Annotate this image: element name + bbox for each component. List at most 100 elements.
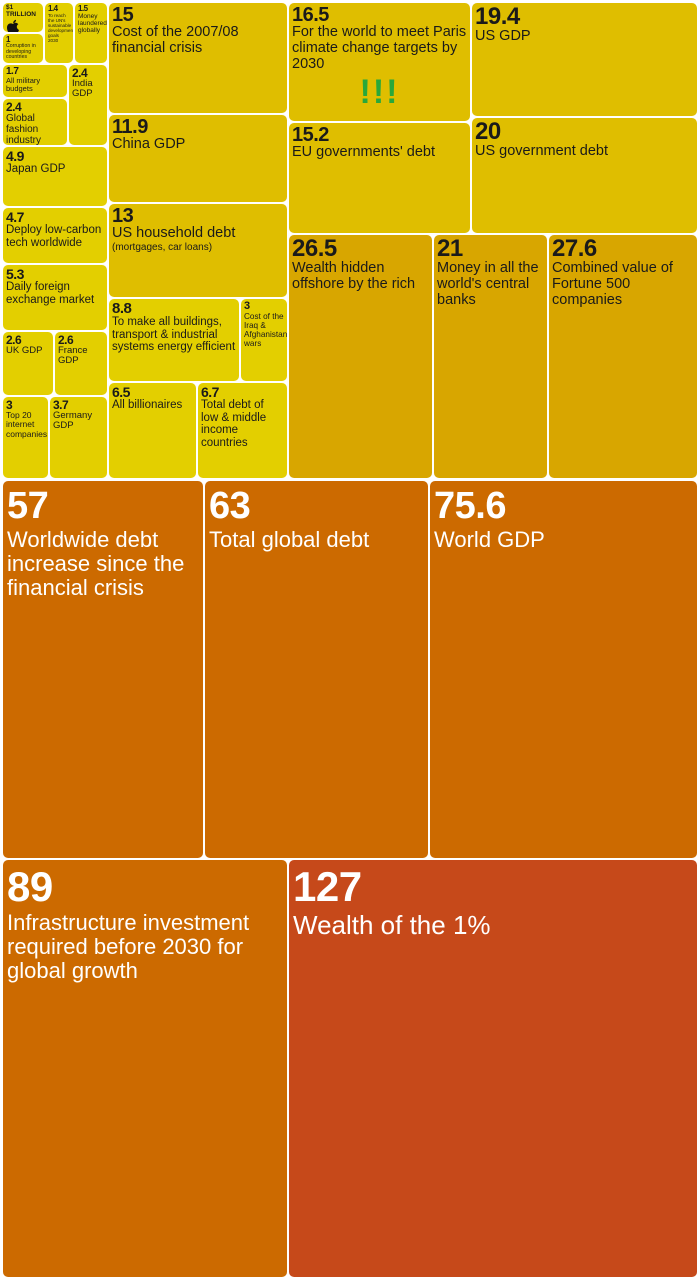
tile-value: 3.7 (53, 398, 69, 412)
tile-value: 26.5 (292, 235, 337, 262)
tile-value: 20 (475, 118, 501, 145)
tile-value: 6.5 (112, 384, 130, 400)
treemap-tile-money-in-all-the-world-s-central-banks: 21 Money in all the world's central banks (434, 235, 547, 478)
tile-value: 2.4 (6, 100, 22, 114)
tile-value: 1.4 (48, 4, 58, 13)
tile-value: 89 (7, 863, 53, 910)
tile-label: To reach the UN's sustainable developmen… (48, 13, 73, 44)
tile-value: 13 (112, 205, 134, 227)
tile-label: Wealth of the 1% (293, 910, 491, 940)
tile-label: World GDP (434, 527, 545, 552)
tile-label: Japan GDP (6, 163, 66, 175)
legend-key-tile: $1 TRILLION (3, 3, 43, 32)
tile-label: Money in all the world's central banks (437, 260, 539, 308)
tile-label: Wealth hidden offshore by the rich (292, 260, 416, 292)
tile-label: India GDP (72, 78, 93, 100)
tile-label: Cost of the Iraq & Afghanistan wars (244, 312, 287, 349)
treemap-tile-germany-gdp: 3.7 Germany GDP (50, 397, 107, 478)
tile-label: Deploy low-carbon tech worldwide (6, 224, 102, 249)
tile-value: 11.9 (112, 116, 148, 138)
treemap-tile-china-gdp: 11.9 China GDP (109, 115, 287, 202)
treemap-tile-wealth-of-the-1: 127 Wealth of the 1% (289, 860, 697, 1277)
treemap-tile-combined-value-of-fortune-500-companies: 27.6 Combined value of Fortune 500 compan… (549, 235, 697, 478)
tile-value: 4.7 (6, 209, 24, 225)
treemap-tile-wealth-hidden-offshore-by-the-rich: 26.5 Wealth hidden offshore by the rich (289, 235, 432, 478)
tile-value: 1 (6, 35, 10, 44)
tile-value: 75.6 (434, 485, 506, 527)
treemap-tile-for-the-world-to-meet-paris-climate-chan: 16.5 For the world to meet Paris climate … (289, 3, 470, 121)
tile-value: 2.6 (6, 333, 22, 347)
tile-label: France GDP (58, 345, 88, 367)
tile-label: Combined value of Fortune 500 companies (552, 260, 673, 308)
treemap-tile-france-gdp: 2.6 France GDP (55, 332, 107, 395)
treemap-tile-us-household-debt: 13 US household debt (mortgages, car loans… (109, 204, 287, 297)
tile-value: 3 (6, 398, 13, 412)
tile-label: Total debt of low & middle income countr… (201, 399, 267, 449)
treemap-tile-deploy-low-carbon-tech-worldwide: 4.7 Deploy low-carbon tech worldwide (3, 208, 107, 263)
treemap-tile-us-government-debt: 20 US government debt (472, 118, 697, 233)
treemap-tile-world-gdp: 75.6 World GDP (430, 481, 697, 858)
tile-value: 6.7 (201, 384, 219, 400)
treemap-tile-infrastructure-investment-required-befor: 89 Infrastructure investment required bef… (3, 860, 287, 1277)
tile-value: 2.4 (72, 66, 88, 80)
treemap-tile-total-global-debt: 63 Total global debt (205, 481, 428, 858)
tile-label: For the world to meet Paris climate chan… (292, 24, 467, 72)
treemap-tile-top-20-internet-companies: 3 Top 20 internet companies (3, 397, 48, 478)
tile-value: 16.5 (292, 4, 329, 26)
treemap-tile-eu-governments-debt: 15.2 EU governments' debt (289, 123, 470, 233)
tile-value: 21 (437, 235, 463, 262)
tile-label: Top 20 internet companies (6, 410, 48, 439)
tile-value: 15 (112, 4, 134, 26)
treemap-tile-us-gdp: 19.4 US GDP (472, 3, 697, 116)
treemap-tile-cost-of-the-2007-08-financial-crisis: 15 Cost of the 2007/08 financial crisis (109, 3, 287, 113)
tile-value: 57 (7, 485, 49, 527)
tile-value: 2.6 (58, 333, 74, 347)
tile-label: Global fashion industry (6, 113, 42, 145)
tile-label: Cost of the 2007/08 financial crisis (112, 24, 239, 56)
tile-label: China GDP (112, 136, 186, 152)
tile-label: Germany GDP (53, 410, 93, 432)
tile-label: Daily foreign exchange market (6, 281, 95, 306)
treemap-tile-india-gdp: 2.4 India GDP (69, 65, 107, 145)
treemap-tile-cost-of-the-iraq-afghanistan-wars: 3 Cost of the Iraq & Afghanistan wars (241, 299, 287, 381)
legend-key-value: $1 TRILLION (6, 4, 36, 18)
tile-label: EU governments' debt (292, 144, 436, 160)
tile-value: 4.9 (6, 148, 24, 164)
tile-label: US GDP (475, 28, 531, 44)
treemap-tile-total-debt-of-low-middle-income-countrie: 6.7 Total debt of low & middle income cou… (198, 383, 287, 478)
treemap-tile-all-military-budgets: 1.7 All military budgets (3, 65, 67, 97)
treemap-tile-daily-foreign-exchange-market: 5.3 Daily foreign exchange market (3, 265, 107, 330)
tile-value: 5.3 (6, 266, 24, 282)
tile-label: Corruption in developing countries (6, 43, 36, 61)
tile-note: (mortgages, car loans) (112, 241, 213, 253)
tile-label: US household debt (112, 225, 236, 241)
treemap-tile-global-fashion-industry: 2.4 Global fashion industry (3, 99, 67, 145)
apple-logo-icon (7, 19, 19, 32)
tile-value: 8.8 (112, 300, 132, 317)
treemap-tile-worldwide-debt-increase-since-the-financ: 57 Worldwide debt increase since the fina… (3, 481, 203, 858)
tile-value: 1.5 (78, 4, 88, 13)
treemap-tile-uk-gdp: 2.6 UK GDP (3, 332, 53, 395)
tile-label: Money laundered globally (78, 13, 107, 35)
treemap-tile-to-reach-the-un-s-sustainable-developmen: 1.4 To reach the UN's sustainable develop… (45, 3, 73, 63)
tile-value: 15.2 (292, 124, 329, 146)
tile-value: 27.6 (552, 235, 597, 262)
treemap-tile-corruption-in-developing-countries: 1 Corruption in developing countries (3, 34, 43, 63)
tile-label: All military budgets (6, 76, 41, 94)
tile-emphasis-marks: !!! (359, 72, 400, 111)
tile-label: To make all buildings, transport & indus… (112, 316, 236, 354)
tile-label: Worldwide debt increase since the financ… (7, 527, 185, 601)
tile-value: 1.7 (6, 66, 19, 77)
tile-label: Total global debt (209, 527, 370, 552)
tile-label: Infrastructure investment required befor… (7, 910, 250, 984)
tile-value: 127 (293, 863, 362, 910)
tile-value: 19.4 (475, 3, 520, 30)
treemap-tile-money-laundered-globally: 1.5 Money laundered globally (75, 3, 107, 63)
tile-value: 63 (209, 485, 251, 527)
treemap-tile-to-make-all-buildings-transport-industri: 8.8 To make all buildings, transport & in… (109, 299, 239, 381)
treemap-tile-japan-gdp: 4.9 Japan GDP (3, 147, 107, 206)
tile-label: UK GDP (6, 345, 43, 356)
tile-label: All billionaires (112, 399, 183, 411)
tile-label: US government debt (475, 143, 608, 159)
